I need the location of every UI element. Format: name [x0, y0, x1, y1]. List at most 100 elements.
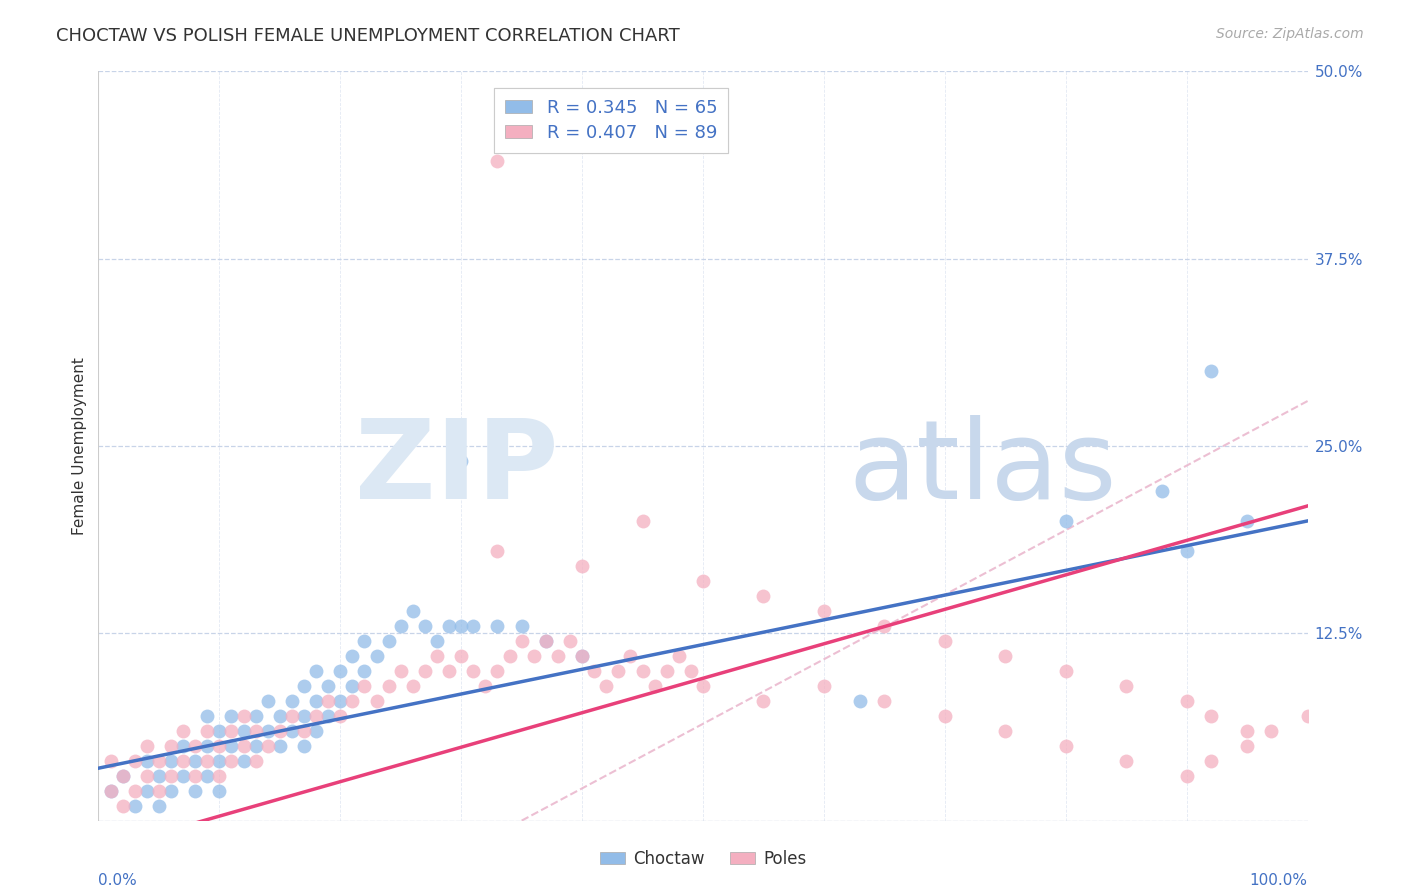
- Point: [135, 739, 157, 753]
- Point: [558, 633, 581, 648]
- Point: [873, 694, 896, 708]
- Point: [994, 723, 1017, 738]
- Point: [342, 648, 364, 663]
- Point: [329, 694, 352, 708]
- Point: [1236, 723, 1258, 738]
- Point: [1152, 483, 1174, 498]
- Point: [208, 783, 231, 797]
- Point: [1296, 708, 1319, 723]
- Point: [450, 619, 472, 633]
- Point: [1199, 708, 1222, 723]
- Point: [571, 558, 593, 573]
- Point: [160, 783, 183, 797]
- Point: [631, 514, 654, 528]
- Point: [148, 754, 170, 768]
- Point: [195, 708, 218, 723]
- Point: [752, 694, 775, 708]
- Point: [208, 769, 231, 783]
- Point: [135, 754, 157, 768]
- Point: [195, 754, 218, 768]
- Point: [281, 708, 304, 723]
- Point: [281, 694, 304, 708]
- Point: [100, 783, 122, 797]
- Point: [692, 574, 714, 588]
- Point: [111, 769, 134, 783]
- Point: [221, 754, 243, 768]
- Point: [172, 769, 194, 783]
- Point: [184, 754, 207, 768]
- Point: [124, 783, 146, 797]
- Point: [160, 769, 183, 783]
- Point: [534, 633, 557, 648]
- Point: [571, 648, 593, 663]
- Point: [813, 604, 835, 618]
- Point: [184, 739, 207, 753]
- Point: [571, 648, 593, 663]
- Point: [256, 694, 278, 708]
- Point: [679, 664, 702, 678]
- Point: [692, 679, 714, 693]
- Point: [135, 783, 157, 797]
- Point: [813, 679, 835, 693]
- Point: [195, 723, 218, 738]
- Point: [1199, 364, 1222, 378]
- Point: [547, 648, 569, 663]
- Point: [305, 708, 328, 723]
- Point: [377, 679, 399, 693]
- Point: [426, 633, 449, 648]
- Point: [208, 739, 231, 753]
- Point: [305, 664, 328, 678]
- Point: [221, 723, 243, 738]
- Point: [221, 739, 243, 753]
- Point: [269, 708, 291, 723]
- Point: [353, 664, 375, 678]
- Point: [269, 739, 291, 753]
- Point: [655, 664, 678, 678]
- Point: [1236, 739, 1258, 753]
- Point: [316, 694, 339, 708]
- Point: [619, 648, 641, 663]
- Point: [1236, 514, 1258, 528]
- Point: [256, 723, 278, 738]
- Point: [172, 754, 194, 768]
- Point: [232, 739, 254, 753]
- Point: [607, 664, 630, 678]
- Point: [1175, 769, 1198, 783]
- Point: [316, 708, 339, 723]
- Point: [184, 783, 207, 797]
- Legend: R = 0.345   N = 65, R = 0.407   N = 89: R = 0.345 N = 65, R = 0.407 N = 89: [495, 88, 728, 153]
- Point: [292, 708, 315, 723]
- Point: [148, 798, 170, 813]
- Point: [498, 648, 520, 663]
- Point: [644, 679, 666, 693]
- Point: [292, 679, 315, 693]
- Point: [195, 769, 218, 783]
- Point: [221, 708, 243, 723]
- Point: [292, 723, 315, 738]
- Point: [172, 739, 194, 753]
- Point: [353, 633, 375, 648]
- Point: [934, 708, 956, 723]
- Point: [245, 708, 267, 723]
- Point: [245, 723, 267, 738]
- Point: [269, 723, 291, 738]
- Point: [148, 783, 170, 797]
- Point: [232, 754, 254, 768]
- Point: [510, 633, 533, 648]
- Point: [534, 633, 557, 648]
- Point: [172, 723, 194, 738]
- Point: [353, 679, 375, 693]
- Point: [305, 694, 328, 708]
- Text: 100.0%: 100.0%: [1250, 873, 1308, 888]
- Point: [245, 739, 267, 753]
- Point: [184, 769, 207, 783]
- Point: [329, 708, 352, 723]
- Text: 0.0%: 0.0%: [98, 873, 138, 888]
- Point: [316, 679, 339, 693]
- Point: [1115, 754, 1137, 768]
- Text: ZIP: ZIP: [354, 415, 558, 522]
- Text: atlas: atlas: [848, 415, 1116, 522]
- Point: [135, 769, 157, 783]
- Point: [195, 739, 218, 753]
- Point: [402, 604, 425, 618]
